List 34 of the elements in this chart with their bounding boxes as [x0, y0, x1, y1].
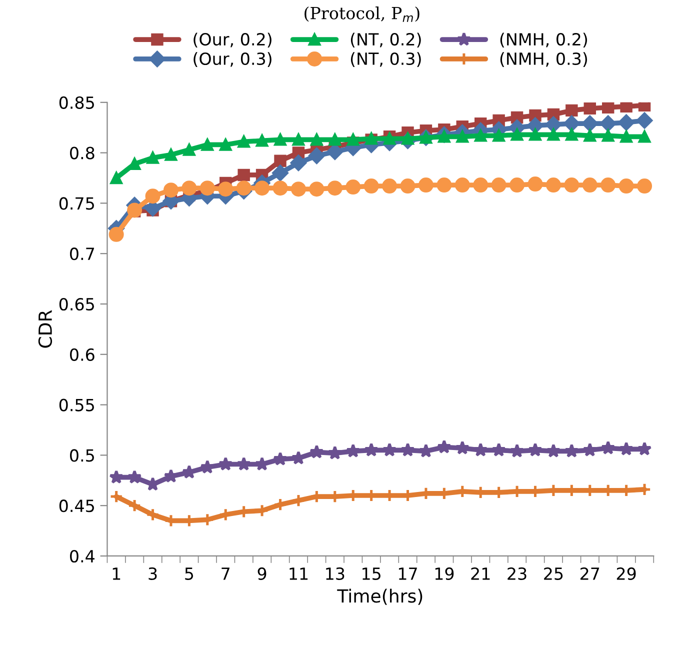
legend-title: (Protocol, P$_{m}$)	[304, 6, 420, 22]
y-tick-label: 0.65	[59, 298, 94, 311]
y-tick-label: 0.8	[70, 146, 94, 160]
x-tick-label: 17	[398, 568, 417, 580]
legend-label: (Our, 0.3)	[194, 52, 272, 68]
y-tick-label: 0.75	[59, 197, 94, 210]
y-tick-label: 0.4	[70, 550, 94, 563]
x-tick-label: 15	[362, 568, 380, 580]
y-tick-label: 0.85	[59, 96, 94, 109]
y-axis-title: CDR	[38, 310, 52, 348]
legend-label: (NT, 0.3)	[350, 52, 421, 68]
y-tick-label: 0.45	[59, 500, 94, 512]
y-tick-label: 0.55	[59, 398, 94, 412]
y-tick-label: 0.6	[70, 348, 94, 361]
x-tick-label: 13	[326, 567, 344, 580]
x-tick-label: 27	[580, 567, 600, 580]
x-axis-title: Time(hrs)	[337, 588, 422, 605]
x-tick-label: 29	[616, 567, 636, 580]
x-tick-label: 25	[544, 567, 563, 580]
legend-label: (Our, 0.2)	[194, 32, 272, 48]
x-tick-label: 19	[435, 567, 454, 580]
x-tick-label: 1	[112, 568, 120, 580]
x-tick-label: 11	[290, 568, 308, 580]
x-tick-label: 9	[258, 567, 266, 580]
x-tick-label: 3	[148, 567, 157, 580]
x-tick-label: 5	[185, 568, 194, 580]
x-tick-label: 21	[471, 567, 490, 580]
legend-label: (NMH, 0.2)	[500, 32, 587, 48]
legend-label: (NMH, 0.3)	[500, 52, 587, 68]
y-tick-label: 0.5	[70, 449, 94, 462]
x-tick-label: 23	[508, 567, 526, 580]
x-tick-label: 7	[222, 568, 230, 580]
legend-label: (NT, 0.2)	[350, 32, 421, 48]
y-tick-label: 0.7	[70, 248, 94, 260]
